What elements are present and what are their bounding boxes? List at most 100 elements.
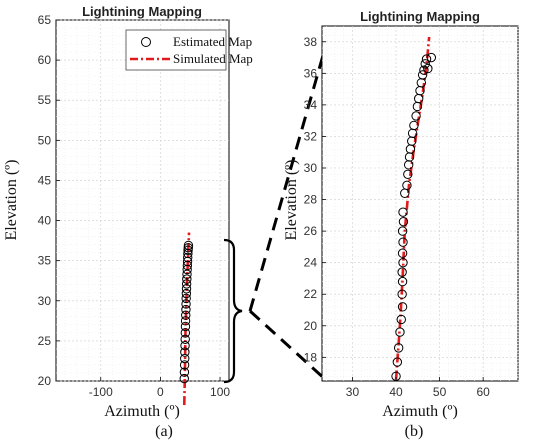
- estimated-map-point: [183, 240, 194, 251]
- y-tick-label: 22: [304, 287, 318, 301]
- panel-b: 30 40 50 60 18 20 22 24 26 28 30 32 34 36 38 Lightinin…: [283, 9, 519, 440]
- legend-marker-estimated: [141, 37, 151, 47]
- x-tick-label: -100: [89, 385, 113, 399]
- y-tick-label: 24: [304, 256, 318, 270]
- estimated-map-point: [398, 216, 409, 227]
- x-tick-label: 0: [157, 385, 164, 399]
- x-axis-label-b: Azimuth (º): [382, 403, 458, 420]
- estimated-map-point: [180, 321, 191, 332]
- estimated-map-point: [419, 65, 429, 75]
- legend-label-simulated: Simulated Map: [173, 51, 253, 66]
- y-tick-label: 20: [304, 319, 318, 333]
- y-axis-label-a: Elevation (º): [3, 160, 20, 241]
- chart-title-a: Lightining Mapping: [82, 4, 202, 19]
- y-tick-label: 18: [304, 350, 318, 364]
- estimated-map-point: [181, 310, 191, 320]
- y-tick-label: 30: [38, 294, 52, 308]
- y-tick-label: 20: [38, 374, 52, 388]
- y-tick-label: 36: [304, 66, 318, 80]
- estimated-map-point: [180, 347, 190, 357]
- y-tick-label: 32: [304, 129, 318, 143]
- estimated-map-point: [180, 328, 191, 338]
- estimated-map-point: [395, 327, 405, 337]
- ticks-b: 30 40 50 60 18 20 22 24 26 28 30 32 34 36 38: [304, 35, 491, 399]
- panel-a: -100 0 100 20 25 30 35 40 45 50 55 60 65 Lightining …: [3, 4, 253, 440]
- estimated-map-point: [420, 59, 430, 69]
- x-tick-label: 60: [476, 385, 490, 399]
- estimated-map-point: [397, 302, 408, 312]
- zoom-connectors: [248, 44, 328, 382]
- y-tick-label: 65: [38, 13, 52, 27]
- estimated-map-point: [179, 367, 190, 377]
- legend-box: [125, 29, 227, 71]
- x-tick-label: 50: [433, 385, 447, 399]
- estimated-map-point: [426, 52, 437, 63]
- estimated-map-point: [393, 343, 404, 353]
- estimated-map-point: [181, 279, 192, 289]
- ticks-a: -100 0 100 20 25 30 35 40 45 50 55 60 65: [38, 13, 231, 399]
- y-axis-label-b: Elevation (º): [283, 160, 300, 241]
- simulated-map-line: [182, 232, 191, 406]
- y-tick-label: 30: [304, 161, 318, 175]
- plot-a-area: [55, 19, 230, 382]
- panel-label-a: (a): [155, 423, 173, 440]
- x-tick-label: 30: [346, 385, 360, 399]
- estimated-map-point: [181, 284, 192, 294]
- y-tick-label: 25: [38, 334, 52, 348]
- estimated-map-point: [397, 267, 407, 277]
- estimated-map-point: [181, 299, 191, 309]
- marks-a: [179, 232, 194, 406]
- zoom-bracket: [223, 238, 243, 384]
- y-tick-label: 26: [304, 224, 318, 238]
- estimated-map-point: [180, 353, 190, 364]
- estimated-map-point: [181, 288, 192, 299]
- estimated-map-point: [179, 360, 190, 370]
- zoom-connector-upper: [248, 44, 328, 312]
- plot-b-area: [321, 25, 519, 382]
- grid-b: [322, 26, 519, 381]
- y-tick-label: 50: [38, 133, 52, 147]
- legend-label-estimated: Estimated Map: [173, 34, 252, 49]
- x-tick-label: 40: [389, 385, 403, 399]
- estimated-map-point: [397, 289, 407, 299]
- estimated-map-point: [179, 373, 189, 384]
- marks-b: [391, 36, 437, 381]
- estimated-map-point: [397, 248, 408, 258]
- estimated-map-point: [423, 63, 433, 74]
- y-tick-label: 28: [304, 193, 318, 207]
- estimated-map-point: [181, 293, 191, 304]
- estimated-map-point: [417, 70, 428, 80]
- estimated-map-point: [397, 226, 408, 236]
- estimated-map-point: [409, 120, 419, 131]
- legend: Estimated Map Simulated Map: [125, 29, 253, 71]
- x-axis-label-a: Azimuth (º): [104, 403, 180, 420]
- y-tick-label: 38: [304, 35, 318, 49]
- estimated-map-point: [180, 316, 191, 326]
- estimated-map-point: [181, 304, 191, 315]
- estimated-map-point: [180, 341, 190, 351]
- estimated-map-point: [182, 274, 192, 284]
- estimated-map-point: [411, 111, 421, 121]
- estimated-map-point: [397, 276, 408, 287]
- estimated-map-point: [392, 357, 403, 367]
- estimated-map-point: [183, 252, 193, 263]
- estimated-map-point: [402, 180, 412, 191]
- chart-title-b: Lightining Mapping: [360, 9, 480, 24]
- grid-a: [56, 19, 229, 382]
- y-tick-label: 35: [38, 254, 52, 268]
- estimated-map-point: [398, 237, 408, 247]
- estimated-map-point: [403, 169, 413, 180]
- x-tick-label: 100: [210, 385, 230, 399]
- estimated-map-point: [180, 334, 190, 344]
- panel-label-b: (b): [405, 423, 424, 440]
- estimated-map-point: [421, 54, 432, 64]
- estimated-map-point: [398, 257, 408, 268]
- estimated-map-point: [398, 207, 408, 217]
- y-tick-label: 60: [38, 53, 52, 67]
- estimated-map-point: [396, 314, 406, 325]
- y-tick-label: 40: [38, 214, 52, 228]
- y-tick-label: 45: [38, 173, 52, 187]
- y-tick-label: 55: [38, 93, 52, 107]
- y-tick-label: 34: [304, 98, 318, 112]
